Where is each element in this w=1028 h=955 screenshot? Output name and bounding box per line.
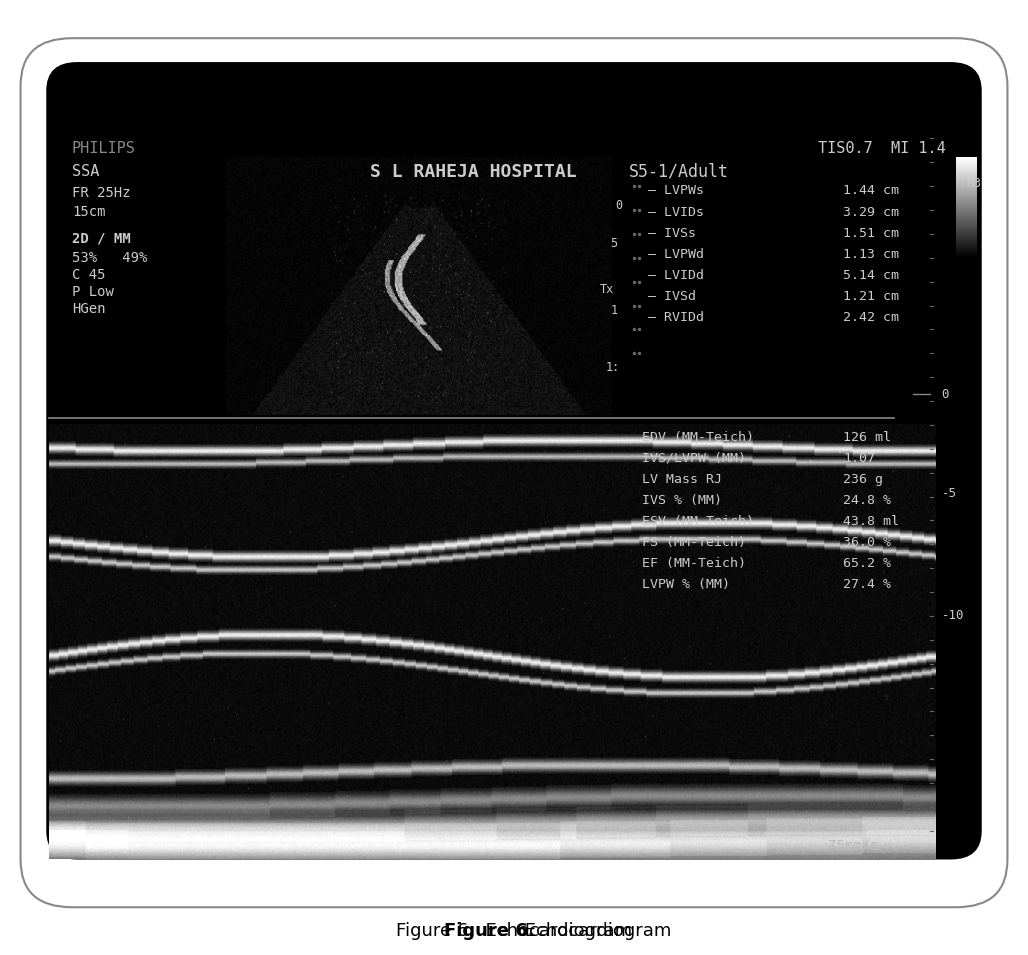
Text: LV Mass RJ: LV Mass RJ (642, 473, 723, 486)
Text: M3: M3 (966, 177, 982, 190)
Text: TIS0.7  MI 1.4: TIS0.7 MI 1.4 (818, 140, 946, 156)
Text: 27.4 %: 27.4 % (843, 578, 891, 591)
Text: EF (MM-Teich): EF (MM-Teich) (642, 557, 746, 570)
Text: IVS % (MM): IVS % (MM) (642, 494, 723, 507)
Text: – LVPWd: – LVPWd (648, 247, 703, 261)
Text: -10: -10 (942, 608, 964, 622)
Text: LVPW % (MM): LVPW % (MM) (642, 578, 731, 591)
Text: 65.2 %: 65.2 % (843, 557, 891, 570)
Text: 53%   49%: 53% 49% (72, 251, 147, 265)
Text: – LVPWs: – LVPWs (648, 184, 703, 198)
Text: 43.8 ml: 43.8 ml (843, 515, 898, 528)
Text: 2D / MM: 2D / MM (72, 232, 131, 245)
Text: 2.42 cm: 2.42 cm (843, 310, 898, 324)
Text: Figure 6.  Echocardiogram: Figure 6. Echocardiogram (396, 923, 632, 940)
Text: FR 25Hz: FR 25Hz (72, 186, 131, 200)
Text: 236 g: 236 g (843, 473, 883, 486)
Text: 36.0 %: 36.0 % (843, 536, 891, 549)
FancyBboxPatch shape (21, 38, 1007, 907)
Text: 0: 0 (942, 388, 949, 401)
Text: C 45: C 45 (72, 268, 106, 282)
Text: – LVIDd: – LVIDd (648, 268, 703, 282)
Text: 1.07: 1.07 (843, 452, 875, 465)
Text: 15cm: 15cm (72, 205, 106, 219)
Text: -5: -5 (942, 487, 957, 500)
Text: 75mm/s: 75mm/s (829, 838, 878, 852)
Text: P Low: P Low (72, 286, 114, 299)
Text: Echocardiogram: Echocardiogram (519, 923, 671, 940)
Text: 3.29 cm: 3.29 cm (843, 205, 898, 219)
Text: – LVIDs: – LVIDs (648, 205, 703, 219)
Text: S L RAHEJA HOSPITAL: S L RAHEJA HOSPITAL (370, 163, 576, 180)
Text: – IVSd: – IVSd (648, 289, 696, 303)
Text: S5-1/Adult: S5-1/Adult (628, 163, 729, 180)
Text: ESV (MM-Teich): ESV (MM-Teich) (642, 515, 755, 528)
Text: 24.8 %: 24.8 % (843, 494, 891, 507)
Text: 1.21 cm: 1.21 cm (843, 289, 898, 303)
Text: 1.51 cm: 1.51 cm (843, 226, 898, 240)
Text: 0: 0 (615, 199, 622, 212)
Text: 1.13 cm: 1.13 cm (843, 247, 898, 261)
Text: FS (MM-Teich): FS (MM-Teich) (642, 536, 746, 549)
Text: 5: 5 (610, 237, 617, 250)
Text: 1:: 1: (605, 361, 620, 374)
Text: EDV (MM-Teich): EDV (MM-Teich) (642, 431, 755, 444)
Text: Figure 6.: Figure 6. (444, 923, 535, 940)
Text: 1: 1 (611, 304, 618, 317)
Text: 126 ml: 126 ml (843, 431, 891, 444)
Text: HGen: HGen (72, 303, 106, 316)
Text: – RVIDd: – RVIDd (648, 310, 703, 324)
Text: PHILIPS: PHILIPS (72, 140, 136, 156)
Text: 5.14 cm: 5.14 cm (843, 268, 898, 282)
Text: 1.44 cm: 1.44 cm (843, 184, 898, 198)
Text: – IVSs: – IVSs (648, 226, 696, 240)
FancyBboxPatch shape (46, 62, 982, 860)
Text: SSA: SSA (72, 164, 100, 180)
Text: IVS/LVPW (MM): IVS/LVPW (MM) (642, 452, 746, 465)
Text: Tx: Tx (599, 283, 614, 296)
